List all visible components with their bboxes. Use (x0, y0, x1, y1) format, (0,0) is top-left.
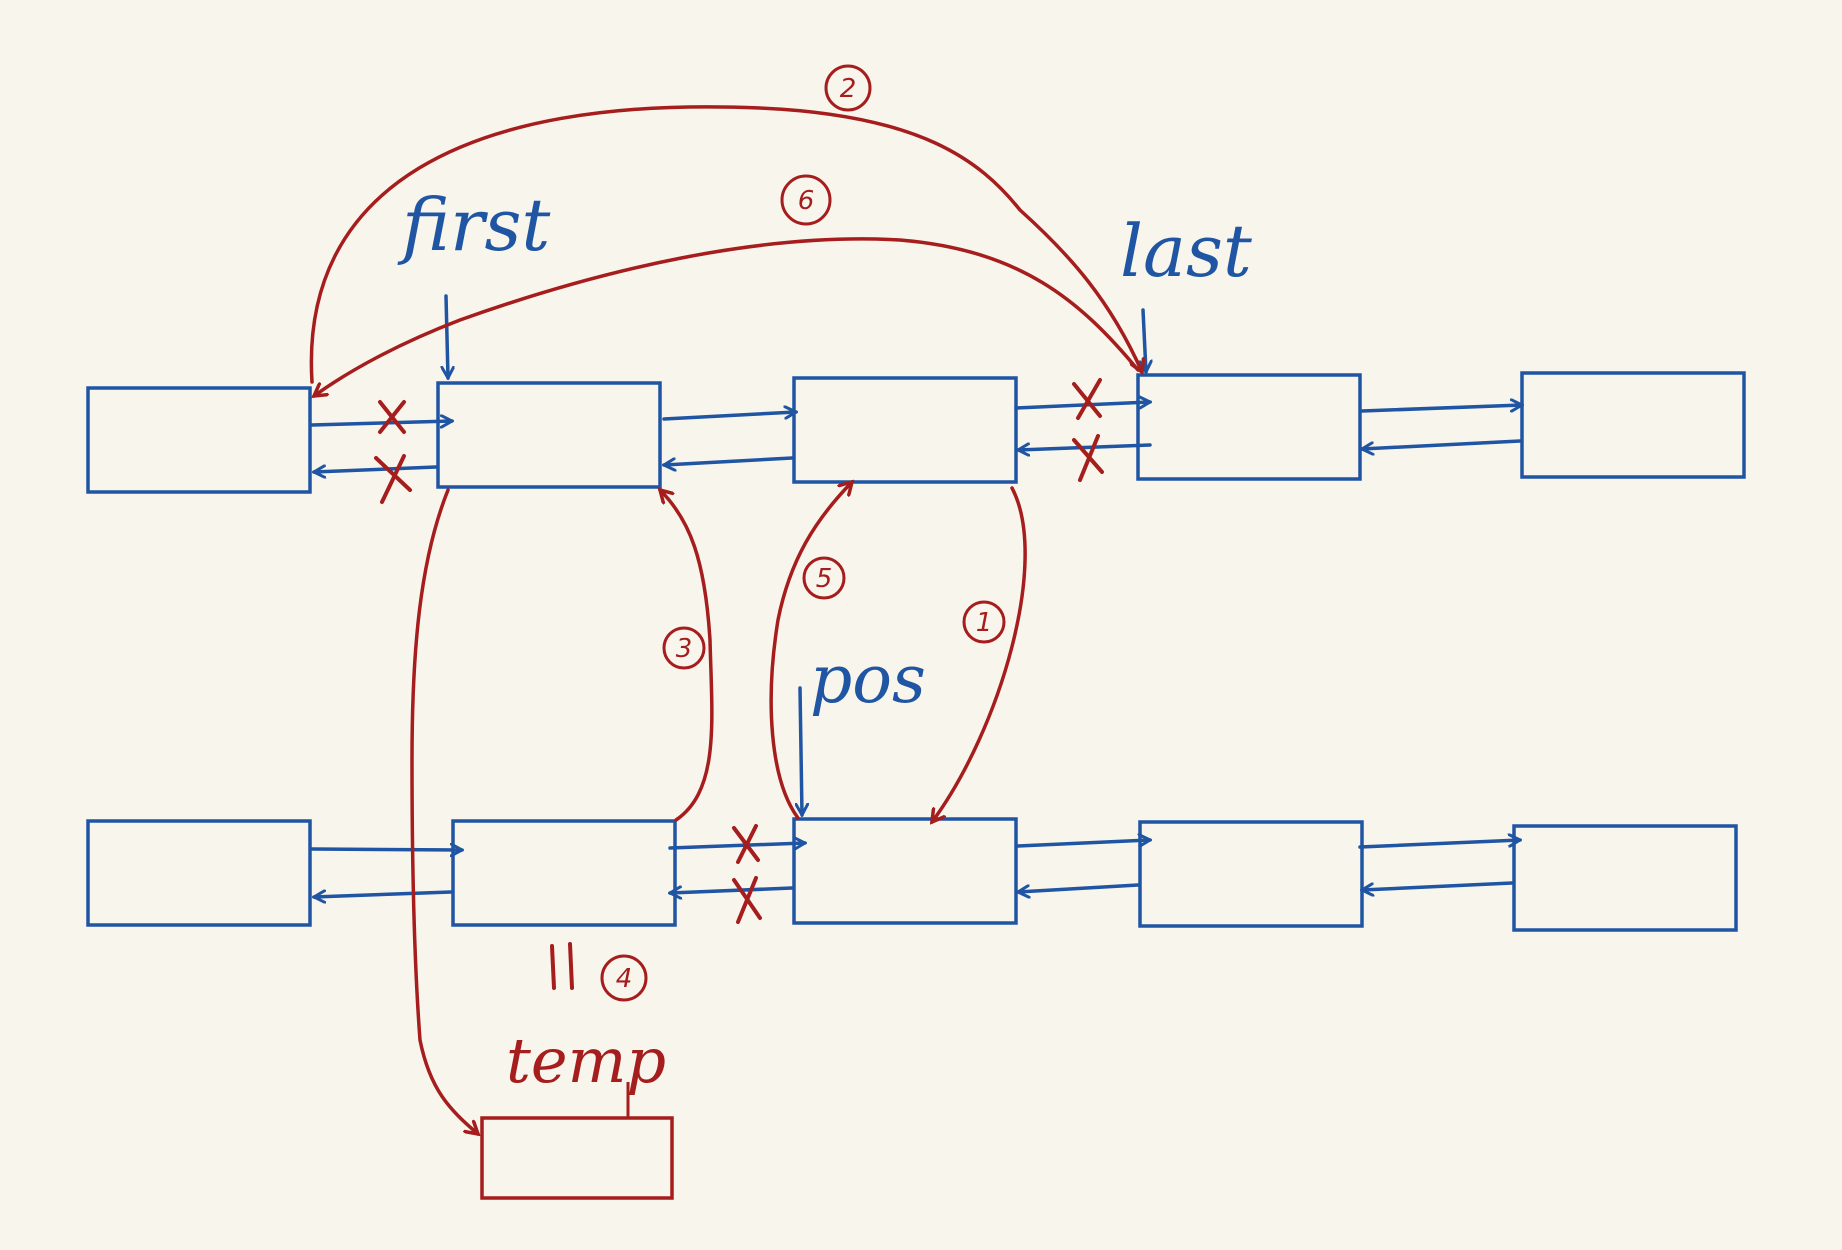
bottom-node-4 (1138, 820, 1364, 928)
step-2-label: 2 (840, 74, 857, 104)
step-2-circle (824, 64, 872, 112)
step-5-circle (802, 556, 846, 600)
step-6-label: 6 (798, 186, 815, 216)
top-prev-3-2 (664, 456, 794, 465)
bottom-node-2 (451, 819, 677, 927)
top-prev-5-4 (1362, 439, 1522, 449)
bottom-prev-4-3 (1018, 883, 1140, 892)
step-2-arrow (309, 105, 1142, 384)
bottom-node-5 (1512, 824, 1738, 932)
bottom-next-4-5 (1358, 840, 1520, 849)
top-next-2-3 (662, 412, 796, 421)
top-prev-4-3 (1018, 445, 1152, 450)
top-prev-2-1 (314, 467, 438, 472)
step-5-arrow (769, 482, 852, 820)
step-6-arrow (314, 237, 1140, 396)
first-label: first (397, 183, 551, 267)
bottom-next-1-2 (310, 849, 462, 850)
step-4-circle (600, 954, 648, 1002)
step-3-arrow (660, 490, 714, 822)
bottom-node-1 (86, 819, 312, 927)
pos-label: pos (810, 641, 926, 718)
bottom-prev-2-1 (314, 892, 453, 897)
cross-top-prev-3 (1072, 434, 1104, 482)
top-next-4-5 (1360, 405, 1522, 413)
last-label: last (1120, 209, 1253, 293)
top-node-last (1136, 373, 1362, 481)
temp-label: temp (506, 1024, 666, 1097)
cross-bottom-next-2 (732, 824, 760, 864)
step-6-circle (780, 174, 832, 226)
step-1-label: 1 (976, 608, 993, 638)
top-node-first (436, 381, 662, 489)
cross-top-next-3 (1072, 378, 1102, 420)
bottom-prev-3-2 (670, 888, 794, 893)
bottom-next-3-4 (1016, 840, 1150, 848)
bottom-prev-5-4 (1362, 881, 1514, 890)
bottom-next-2-3 (668, 843, 805, 848)
bottom-node-pos (792, 817, 1018, 925)
top-node-1 (86, 386, 312, 494)
top-node-3 (792, 376, 1018, 484)
step-1-circle (962, 600, 1006, 644)
temp-copy-arrow (410, 488, 478, 1134)
step-1-arrow (932, 486, 1027, 822)
step-4-label: 4 (616, 964, 633, 994)
top-next-3-4 (1014, 402, 1150, 410)
pos-pointer-arrow (800, 686, 802, 815)
last-pointer-arrow (1143, 308, 1146, 372)
top-node-5 (1520, 371, 1746, 479)
assign-marker (550, 942, 574, 990)
cross-bottom-prev-2 (732, 876, 762, 924)
step-3-label: 3 (676, 634, 693, 664)
top-next-1-2 (310, 421, 452, 425)
cross-top-next-1 (378, 400, 406, 434)
first-pointer-arrow (446, 294, 448, 378)
step-3-circle (662, 626, 706, 670)
step-5-label: 5 (816, 564, 833, 594)
cross-top-prev-1 (374, 454, 412, 504)
temp-node (480, 1116, 674, 1200)
